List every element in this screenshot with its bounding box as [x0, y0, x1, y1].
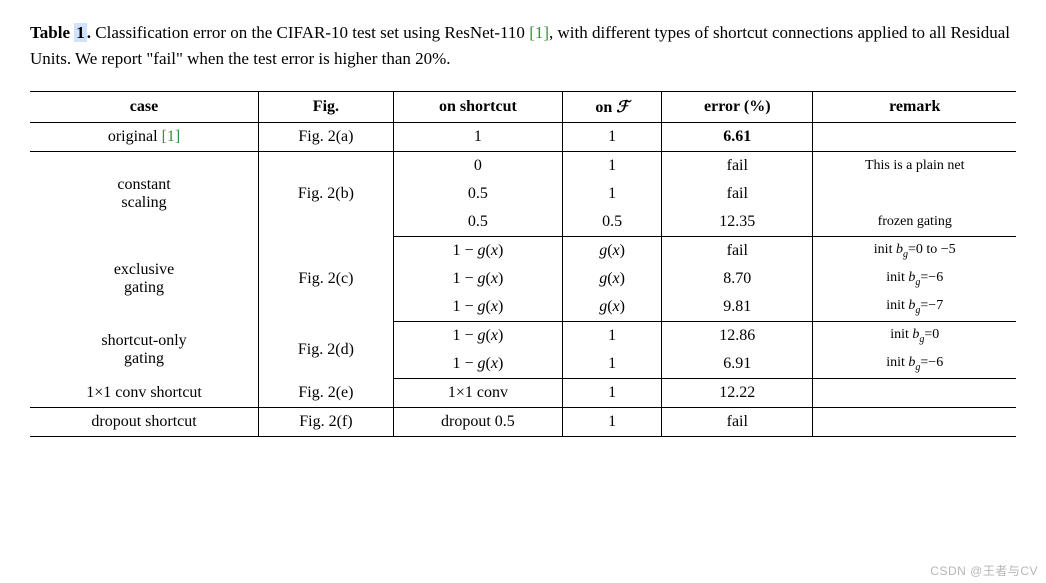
cell-shortcut: 0.5: [393, 208, 562, 237]
cell-onF: 1: [563, 408, 662, 437]
table-caption: Table 1. Classification error on the CIF…: [30, 20, 1016, 71]
cell-error: 6.91: [662, 350, 813, 379]
cell-onF: g(x): [563, 237, 662, 266]
caption-label-suffix: .: [87, 23, 96, 42]
cell-shortcut: 1 − g(x): [393, 265, 562, 293]
cell-remark: init bg=−6: [813, 265, 1016, 293]
cell-error: fail: [662, 180, 813, 208]
cell-error: fail: [662, 152, 813, 181]
cell-error: 12.86: [662, 322, 813, 351]
watermark: CSDN @王者与CV: [930, 562, 1038, 579]
cell-fig: Fig. 2(a): [259, 123, 394, 152]
cell-shortcut: 0.5: [393, 180, 562, 208]
cell-fig: Fig. 2(c): [259, 237, 394, 322]
cell-fig: Fig. 2(d): [259, 322, 394, 379]
cell-case: shortcut-onlygating: [30, 322, 259, 379]
cell-shortcut: 1: [393, 123, 562, 152]
cell-error: 8.70: [662, 265, 813, 293]
cell-shortcut: 1 − g(x): [393, 350, 562, 379]
table-row: 1×1 conv shortcut Fig. 2(e) 1×1 conv 1 1…: [30, 379, 1016, 408]
caption-label-num: 1: [74, 23, 87, 42]
table-header-row: case Fig. on shortcut on ℱ error (%) rem…: [30, 92, 1016, 123]
table-row: shortcut-onlygating Fig. 2(d) 1 − g(x) 1…: [30, 322, 1016, 351]
cell-remark: [813, 180, 1016, 208]
caption-text-a: Classification error on the CIFAR-10 tes…: [95, 23, 529, 42]
cell-error: fail: [662, 237, 813, 266]
col-shortcut: on shortcut: [393, 92, 562, 123]
cell-remark: [813, 408, 1016, 437]
cell-error: 6.61: [662, 123, 813, 152]
results-table: case Fig. on shortcut on ℱ error (%) rem…: [30, 91, 1016, 437]
cell-remark: This is a plain net: [813, 152, 1016, 181]
col-case: case: [30, 92, 259, 123]
cell-onF: g(x): [563, 265, 662, 293]
cell-shortcut: 1 − g(x): [393, 293, 562, 322]
cell-onF: 1: [563, 123, 662, 152]
cell-remark: [813, 123, 1016, 152]
cell-remark: init bg=−7: [813, 293, 1016, 322]
cell-shortcut: dropout 0.5: [393, 408, 562, 437]
cell-remark: init bg=0 to −5: [813, 237, 1016, 266]
cell-shortcut: 0: [393, 152, 562, 181]
cell-case: constantscaling: [30, 152, 259, 237]
cell-remark: init bg=0: [813, 322, 1016, 351]
table-row: dropout shortcut Fig. 2(f) dropout 0.5 1…: [30, 408, 1016, 437]
col-error: error (%): [662, 92, 813, 123]
cell-case: original [1]: [30, 123, 259, 152]
cell-onF: 1: [563, 180, 662, 208]
cell-fig: Fig. 2(e): [259, 379, 394, 408]
case-ref[interactable]: [1]: [162, 128, 181, 145]
cell-shortcut: 1 − g(x): [393, 322, 562, 351]
cell-onF: g(x): [563, 293, 662, 322]
cell-error: fail: [662, 408, 813, 437]
col-onF-symbol: ℱ: [616, 99, 629, 116]
cell-remark: [813, 379, 1016, 408]
cell-onF: 1: [563, 152, 662, 181]
cell-case: exclusivegating: [30, 237, 259, 322]
cell-fig: Fig. 2(f): [259, 408, 394, 437]
cell-case: dropout shortcut: [30, 408, 259, 437]
table-row: exclusivegating Fig. 2(c) 1 − g(x) g(x) …: [30, 237, 1016, 266]
table-row: constantscaling Fig. 2(b) 0 1 fail This …: [30, 152, 1016, 181]
col-fig: Fig.: [259, 92, 394, 123]
cell-error: 9.81: [662, 293, 813, 322]
cell-error: 12.35: [662, 208, 813, 237]
cell-onF: 1: [563, 379, 662, 408]
cell-remark: frozen gating: [813, 208, 1016, 237]
cell-onF: 0.5: [563, 208, 662, 237]
cell-case: 1×1 conv shortcut: [30, 379, 259, 408]
caption-label-prefix: Table: [30, 23, 74, 42]
cell-shortcut: 1 − g(x): [393, 237, 562, 266]
cell-onF: 1: [563, 350, 662, 379]
cell-onF: 1: [563, 322, 662, 351]
cell-fig: Fig. 2(b): [259, 152, 394, 237]
col-onF: on ℱ: [563, 92, 662, 123]
table-row: original [1] Fig. 2(a) 1 1 6.61: [30, 123, 1016, 152]
caption-ref[interactable]: [1]: [529, 23, 549, 42]
cell-error: 12.22: [662, 379, 813, 408]
cell-remark: init bg=−6: [813, 350, 1016, 379]
col-remark: remark: [813, 92, 1016, 123]
cell-shortcut: 1×1 conv: [393, 379, 562, 408]
